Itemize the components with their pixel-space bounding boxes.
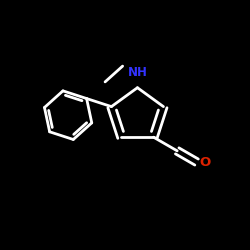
Text: O: O <box>200 156 211 168</box>
Text: NH: NH <box>128 66 147 79</box>
